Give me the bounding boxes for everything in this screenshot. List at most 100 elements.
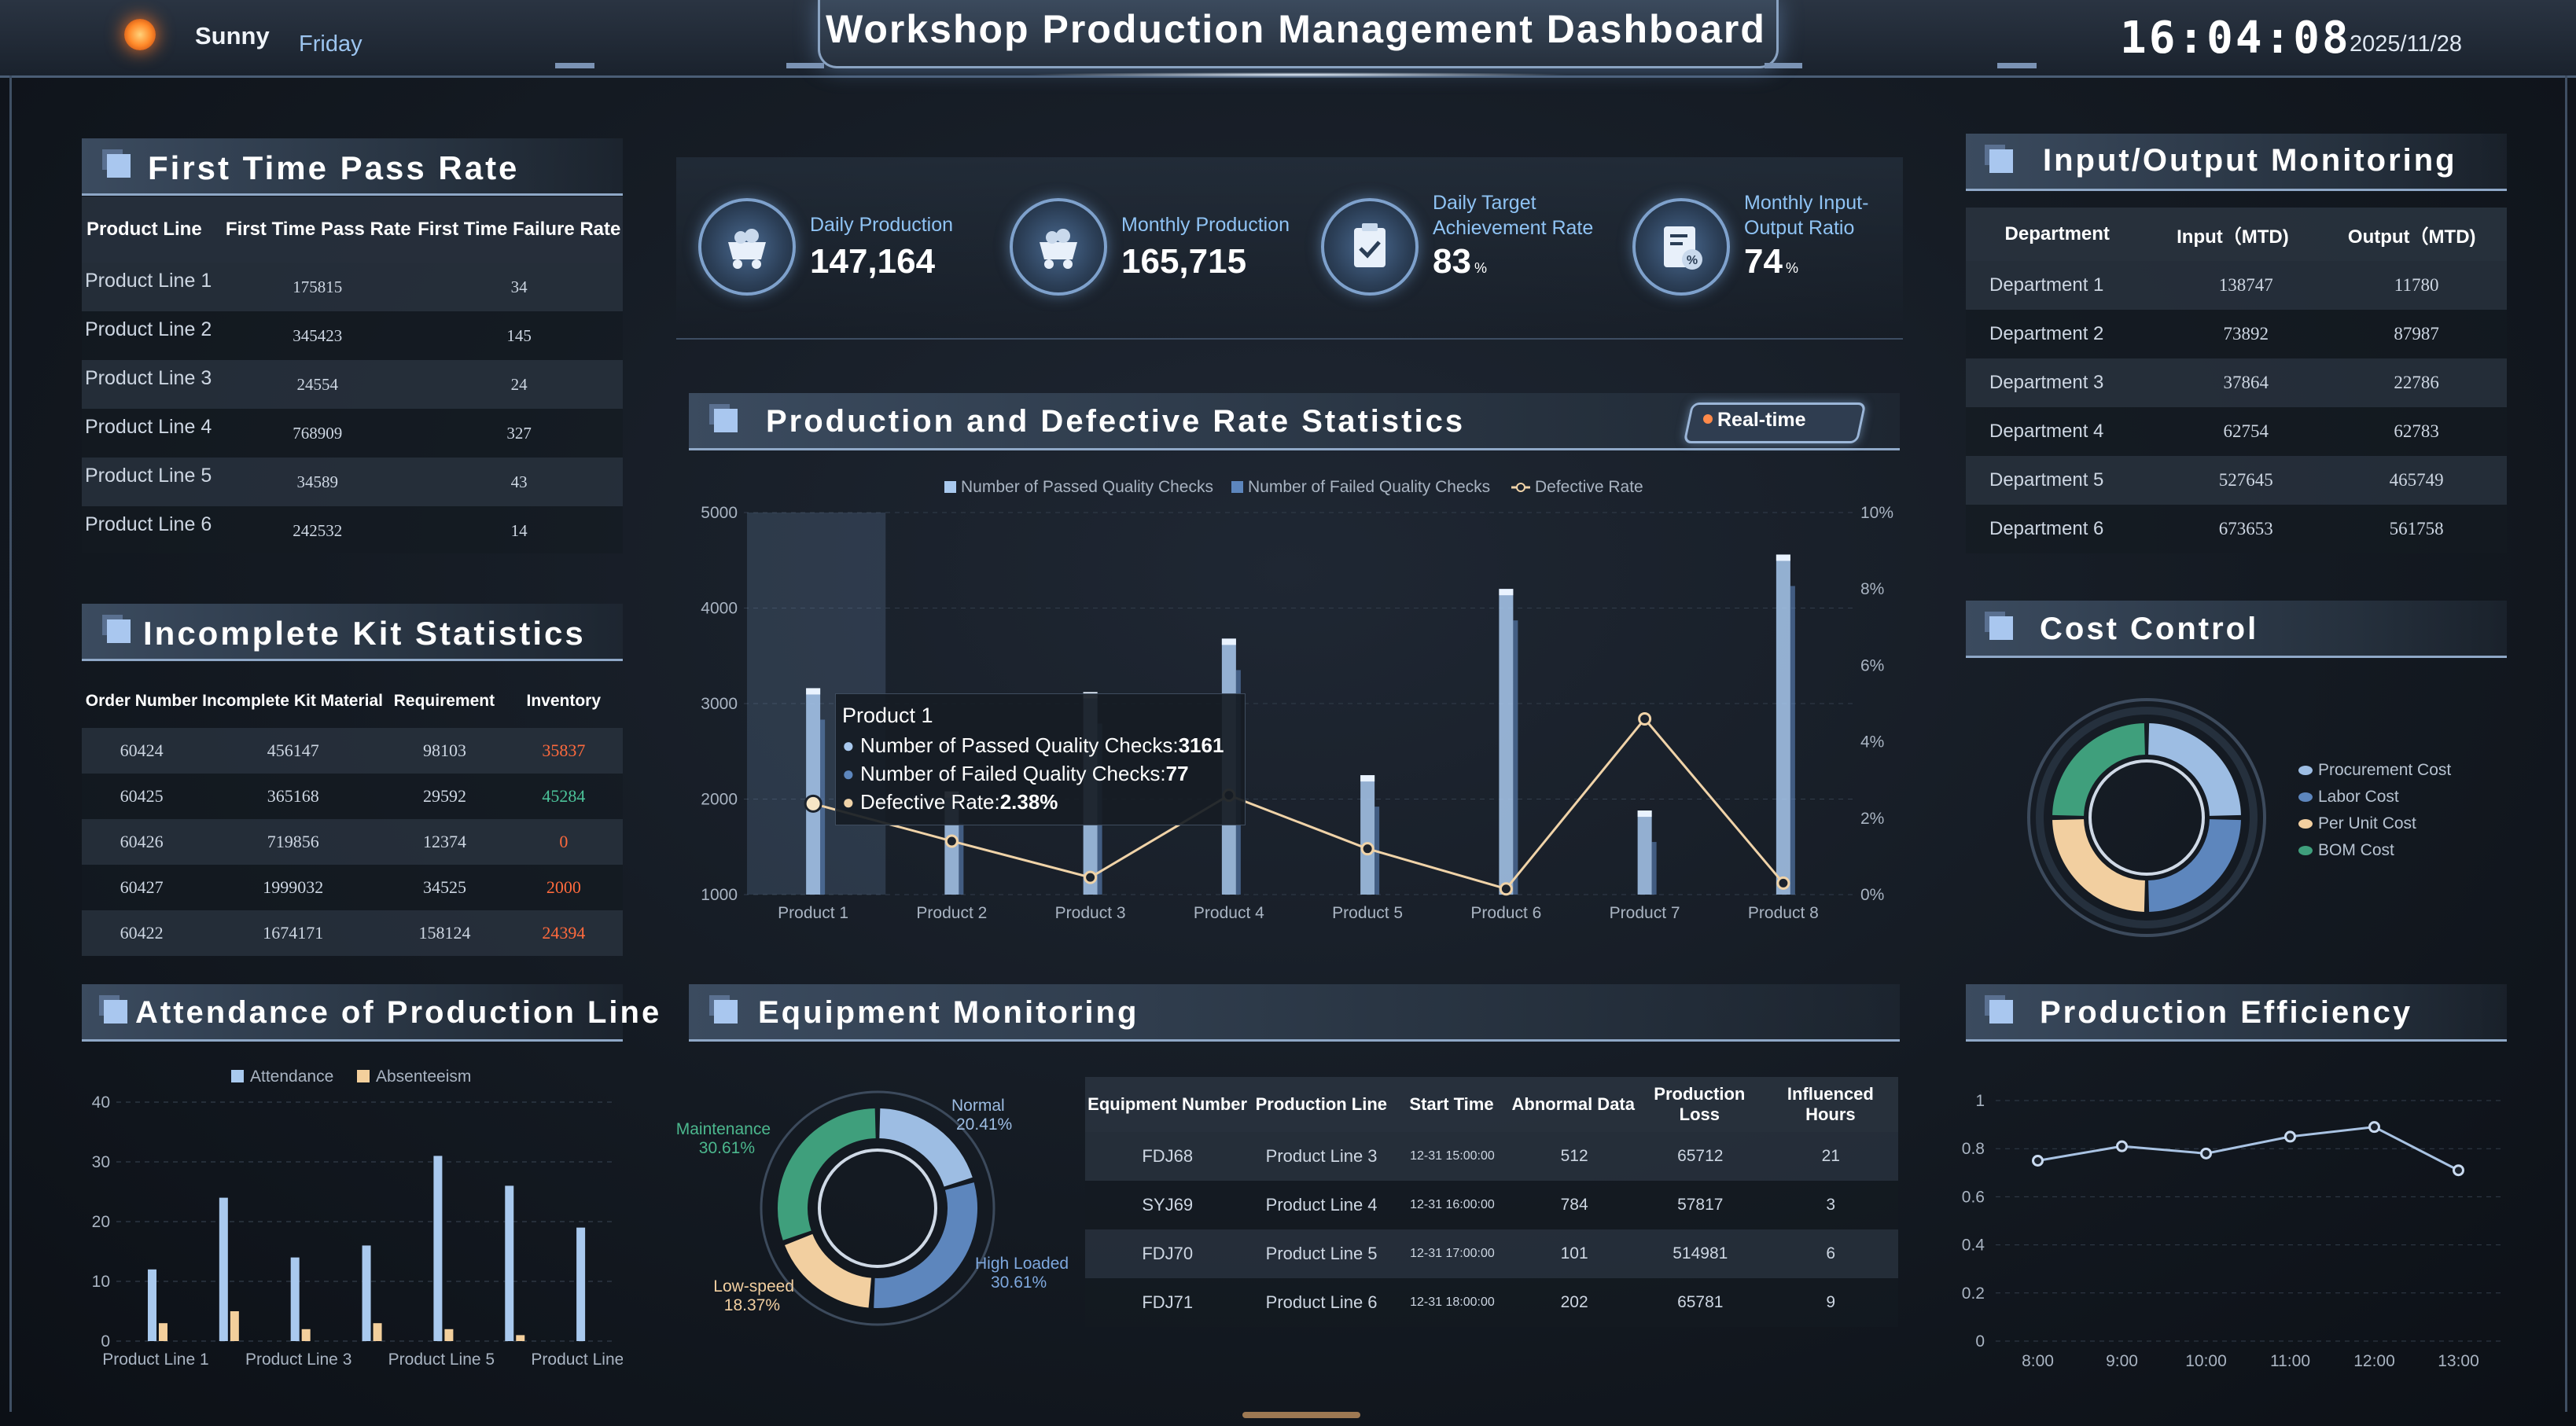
col-header: Product Line <box>86 219 202 240</box>
table-row: Department 3 37864 22786 <box>1966 358 2507 407</box>
bar-passed <box>806 688 821 895</box>
kpi-value: 74 <box>1744 242 1783 281</box>
legend-label-passed: Number of Passed Quality Checks <box>961 478 1213 496</box>
donut-label: Maintenance <box>676 1120 771 1138</box>
tooltip-rate-value: 2.38% <box>999 790 1058 814</box>
kpi-value-wrap: 74% <box>1744 242 1798 281</box>
donut-percent: 18.37% <box>724 1296 780 1314</box>
col-header: Inventory <box>526 692 602 710</box>
y2-tick-label: 10% <box>1860 504 1893 522</box>
header-deco <box>555 63 594 68</box>
x-tick-label: Product 4 <box>1194 904 1264 922</box>
kpi-card: Monthly Production 165,715 <box>1003 195 1302 297</box>
kpi-label: Daily Target <box>1433 192 1536 214</box>
bar-attendance <box>433 1156 443 1341</box>
tooltip-bullet: ● <box>842 762 855 785</box>
material-cell: 365168 <box>267 786 319 806</box>
panel-square-icon <box>714 409 738 432</box>
order-number-cell: 60424 <box>120 741 164 760</box>
fail-rate-cell: 24 <box>510 374 528 394</box>
table-row: 60424 456147 98103 35837 <box>82 728 623 774</box>
tooltip-passed-value: 3161 <box>1178 733 1224 757</box>
io-table: Department Input（MTD) Output（MTD) Depart… <box>1966 208 2507 553</box>
legend-swatch-failed <box>1231 481 1243 493</box>
equipment-start-cell: 12-31 17:00:00 <box>1410 1247 1495 1260</box>
equipment-no-cell: FDJ68 <box>1142 1146 1194 1166</box>
kpi-card: Daily Target Achievement Rate 83% <box>1315 192 1614 297</box>
inventory-cell: 35837 <box>542 741 586 760</box>
x-tick-label: Product 1 <box>778 904 848 922</box>
kpi-label: Monthly Input- <box>1744 192 1869 214</box>
kpi-unit: % <box>1474 260 1487 276</box>
legend-swatch <box>2298 766 2313 775</box>
fail-rate-cell: 327 <box>506 423 532 443</box>
attendance-title: Attendance of Production Line <box>135 995 662 1030</box>
material-cell: 719856 <box>267 832 319 851</box>
cost-title: Cost Control <box>2040 612 2259 646</box>
donut-inner-ring <box>2088 759 2205 876</box>
y-tick-label: 1 <box>1975 1092 1985 1110</box>
bar-passed-cap <box>1221 638 1236 645</box>
department-cell: Department 4 <box>1989 421 2104 442</box>
y-tick-label: 0.2 <box>1962 1285 1985 1303</box>
efficiency-point <box>2453 1164 2464 1177</box>
tooltip-bullet: ● <box>842 733 855 757</box>
product-line-cell: Product Line 3 <box>85 367 212 389</box>
legend-swatch <box>2298 819 2313 829</box>
donut-slice <box>2052 723 2146 817</box>
attendance-legend: Attendance Absenteeism <box>231 1068 471 1086</box>
bar-passed-cap <box>1360 775 1375 782</box>
fail-rate-cell: 14 <box>510 520 528 540</box>
y-tick-label: 1000 <box>701 886 738 904</box>
kpi-value-wrap: 147,164 <box>810 242 935 281</box>
legend-label-failed: Number of Failed Quality Checks <box>1248 478 1490 496</box>
y-tick-label: 30 <box>92 1153 110 1171</box>
input-cell: 138747 <box>2218 275 2273 295</box>
y-tick-label: 4000 <box>701 600 738 618</box>
y2-tick-label: 4% <box>1860 733 1884 752</box>
tooltip-title: Product 1 <box>842 704 933 727</box>
output-cell: 465749 <box>2389 470 2444 490</box>
first-pass-header <box>82 138 623 196</box>
defect-rate-point <box>1360 842 1374 856</box>
realtime-label: Real-time <box>1717 409 1806 431</box>
x-tick-label: 13:00 <box>2438 1352 2479 1370</box>
table-row: FDJ70 Product Line 5 12-31 17:00:00 101 5149… <box>1085 1229 1898 1278</box>
tooltip-bullet: ● <box>842 790 855 814</box>
equipment-abnormal-cell: 784 <box>1560 1196 1588 1214</box>
incomplete-kit-header <box>82 604 623 661</box>
table-row: 60426 719856 12374 0 <box>82 819 623 865</box>
table-row: Product Line 3 24554 24 <box>82 360 623 409</box>
x-tick-label: Product 8 <box>1748 904 1819 922</box>
y2-tick-label: 2% <box>1860 810 1884 828</box>
y2-tick-label: 0% <box>1860 886 1884 904</box>
clipboard-check-icon <box>1321 198 1419 296</box>
donut-inner-ring <box>818 1149 937 1268</box>
equipment-abnormal-cell: 101 <box>1560 1244 1588 1262</box>
first-pass-rows[interactable]: Product Line 1 175815 34 Product Line 2 3454… <box>82 263 623 553</box>
donut-label: High Loaded <box>975 1255 1069 1273</box>
title-plate <box>818 0 1779 68</box>
efficiency-header <box>1966 984 2507 1042</box>
cost-donut: Procurement Cost Labor Cost Per Unit Cost B… <box>2027 698 2451 937</box>
bar-failed <box>959 822 964 895</box>
tooltip-failed-value: 77 <box>1165 762 1189 785</box>
panel-square-icon <box>1989 616 2013 640</box>
pass-rate-cell: 175815 <box>293 277 343 296</box>
y-tick-label: 3000 <box>701 695 738 713</box>
x-tick-label: 10:00 <box>2185 1352 2227 1370</box>
requirement-cell: 29592 <box>423 786 467 806</box>
svg-text:%: % <box>1687 254 1698 267</box>
table-row: 60422 1674171 158124 24394 <box>82 910 623 956</box>
input-cell: 37864 <box>2223 373 2269 392</box>
order-number-cell: 60427 <box>120 877 164 897</box>
x-tick-label: Product 2 <box>916 904 987 922</box>
equipment-abnormal-cell: 512 <box>1560 1147 1588 1165</box>
defect-rate-point <box>944 834 959 848</box>
equipment-header <box>689 984 1900 1042</box>
attendance-chart: Attendance Absenteeism 0 10 20 30 40 Product Li… <box>92 1068 623 1369</box>
legend-label: Procurement Cost <box>2318 761 2451 779</box>
mine-cart-icon <box>1010 198 1107 296</box>
io-header <box>1966 134 2507 191</box>
kpi-label: Daily Production <box>810 214 954 236</box>
